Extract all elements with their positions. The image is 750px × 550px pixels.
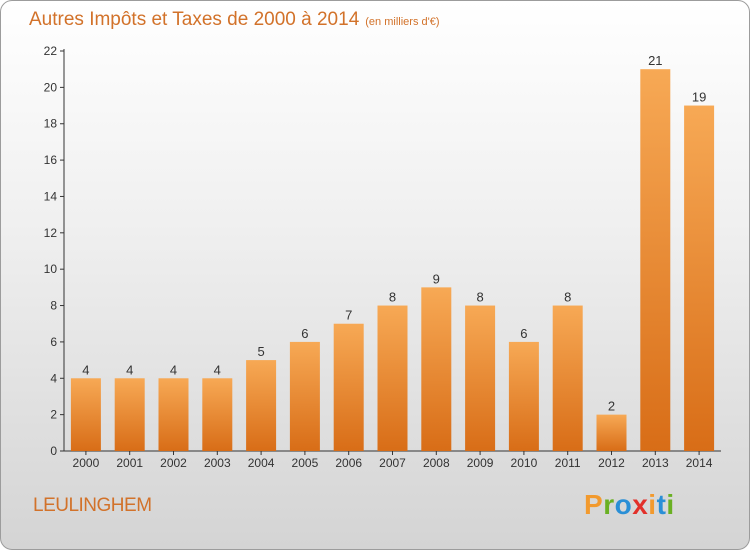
x-axis: 2000 2001 2002 2003 2004 2005 2006 2007 2008 2009… xyxy=(64,450,721,470)
data-label: 19 xyxy=(692,90,706,105)
x-tick-label: 2007 xyxy=(379,456,406,470)
chart-title-text: Autres Impôts et Taxes de 2000 à 2014 xyxy=(29,9,360,30)
y-tick-label: 22 xyxy=(44,44,58,58)
y-tick-label: 12 xyxy=(44,226,58,240)
bar xyxy=(158,378,189,451)
y-tick-label: 20 xyxy=(44,80,58,94)
y-tick-label: 6 xyxy=(50,335,57,349)
data-label: 21 xyxy=(648,53,662,68)
bar xyxy=(465,305,496,451)
data-label: 4 xyxy=(126,362,133,377)
chart-unit: (en milliers d'€) xyxy=(365,16,440,28)
data-label: 2 xyxy=(608,399,615,414)
x-tick-label: 2003 xyxy=(204,456,231,470)
proxiti-logo[interactable]: Proxiti xyxy=(584,489,675,521)
y-tick-label: 2 xyxy=(50,408,57,422)
logo-letter: P xyxy=(584,489,604,520)
data-label: 8 xyxy=(476,290,483,305)
bar xyxy=(333,323,364,451)
bar xyxy=(70,378,101,451)
city-name: LEULINGHEM xyxy=(33,495,152,516)
y-tick-label: 4 xyxy=(50,371,57,385)
logo-letter: x xyxy=(632,489,649,520)
bar xyxy=(114,378,145,451)
x-tick-label: 2014 xyxy=(686,456,713,470)
bar xyxy=(202,378,233,451)
x-tick-label: 2000 xyxy=(73,456,100,470)
data-label: 6 xyxy=(301,326,308,341)
data-label: 4 xyxy=(214,362,221,377)
logo-letter: r xyxy=(603,489,615,520)
bar xyxy=(596,414,627,451)
logo-letter: t xyxy=(656,489,667,520)
y-tick-label: 16 xyxy=(44,153,58,167)
bar xyxy=(377,305,408,451)
y-tick-label: 18 xyxy=(44,117,58,131)
y-tick-label: 0 xyxy=(50,444,57,458)
data-label: 9 xyxy=(433,271,440,286)
data-label: 6 xyxy=(520,326,527,341)
x-tick-label: 2008 xyxy=(423,456,450,470)
logo-letter: i xyxy=(648,489,657,520)
x-tick-label: 2012 xyxy=(598,456,625,470)
data-label: 8 xyxy=(389,290,396,305)
x-tick-label: 2006 xyxy=(335,456,362,470)
x-tick-label: 2004 xyxy=(248,456,275,470)
bar xyxy=(421,287,452,451)
x-tick-label: 2010 xyxy=(511,456,538,470)
data-label: 8 xyxy=(564,290,571,305)
data-label: 5 xyxy=(257,344,264,359)
y-tick-label: 14 xyxy=(44,189,58,203)
data-label: 4 xyxy=(170,362,177,377)
bar xyxy=(552,305,583,451)
y-axis: 0 2 4 6 8 10 12 14 16 18 20 22 xyxy=(44,44,65,458)
x-tick-label: 2009 xyxy=(467,456,494,470)
bar xyxy=(640,69,671,451)
bars-group xyxy=(70,69,715,451)
logo-letter: o xyxy=(614,489,633,520)
y-tick-label: 8 xyxy=(50,299,57,313)
data-labels-group: 4 4 4 4 5 6 7 8 9 8 6 8 2 21 19 xyxy=(82,53,706,413)
x-tick-label: 2002 xyxy=(160,456,187,470)
chart-title: Autres Impôts et Taxes de 2000 à 2014 (en… xyxy=(29,9,440,31)
bar xyxy=(684,105,715,451)
x-tick-label: 2005 xyxy=(292,456,319,470)
data-label: 7 xyxy=(345,308,352,323)
x-tick-label: 2001 xyxy=(116,456,143,470)
bar xyxy=(246,360,277,451)
x-tick-label: 2013 xyxy=(642,456,669,470)
x-tick-label: 2011 xyxy=(555,456,581,470)
logo-letter: i xyxy=(666,489,675,520)
y-tick-label: 10 xyxy=(44,262,58,276)
data-label: 4 xyxy=(82,362,89,377)
bar xyxy=(289,341,320,451)
bar xyxy=(508,341,539,451)
